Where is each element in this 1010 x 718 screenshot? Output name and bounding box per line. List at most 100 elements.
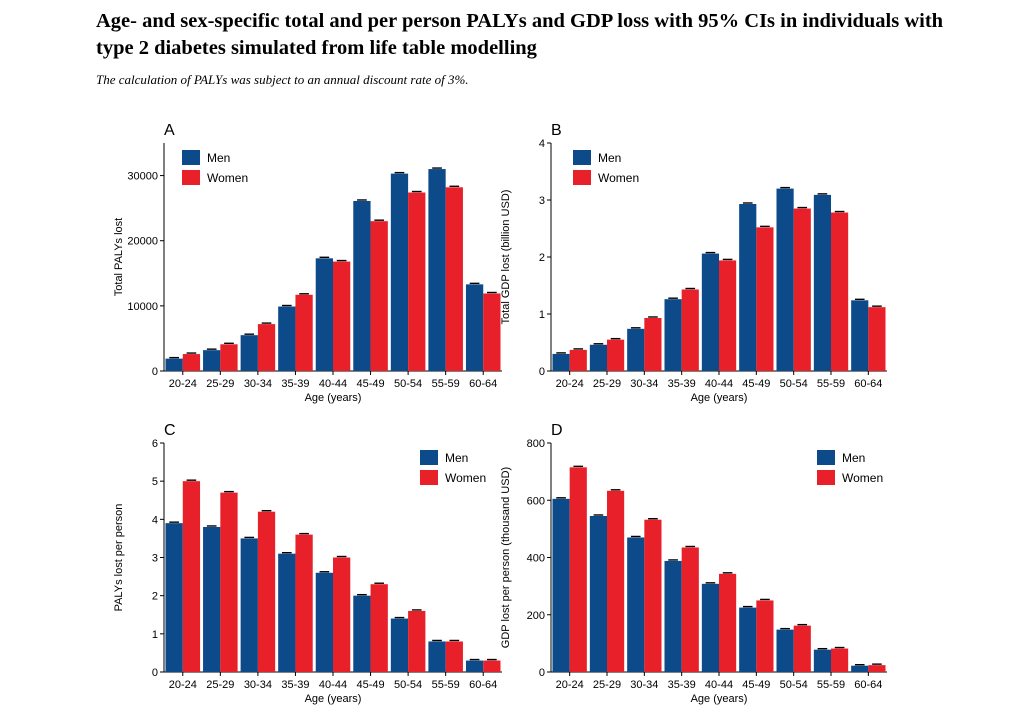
y-tick-label: 20000 (127, 236, 158, 248)
y-tick-label: 1 (152, 629, 158, 641)
bar-women (408, 610, 426, 672)
bar-women (333, 557, 351, 672)
x-tick-label: 20-24 (556, 378, 584, 390)
x-tick-label: 40-44 (705, 679, 733, 691)
x-axis-title: Age (years) (691, 693, 748, 705)
bar-women (756, 600, 774, 672)
x-tick-label: 55-59 (817, 378, 845, 390)
bar-women (257, 324, 276, 371)
bar-men (465, 284, 484, 371)
bar-women (370, 221, 388, 371)
bar-women (569, 467, 587, 672)
x-tick-label: 25-29 (593, 679, 621, 691)
x-tick-label: 20-24 (169, 378, 197, 390)
panel-label: B (551, 122, 562, 139)
x-axis-title: Age (years) (305, 693, 362, 705)
bar-men (552, 353, 570, 371)
bar-women (445, 641, 463, 672)
y-tick-label: 200 (527, 610, 545, 622)
bar-men (739, 607, 757, 672)
x-tick-label: 25-29 (206, 679, 234, 691)
legend-label-men: Men (207, 151, 230, 165)
bar-men (851, 300, 869, 371)
bar-women (756, 227, 774, 371)
x-tick-label: 40-44 (705, 378, 733, 390)
x-tick-label: 30-34 (244, 378, 272, 390)
legend-label-men: Men (598, 151, 621, 165)
bar-women (868, 307, 886, 371)
bar-men (278, 553, 296, 672)
bar-men (353, 595, 371, 672)
legend-label-men: Men (842, 451, 865, 465)
x-tick-label: 50-54 (394, 378, 422, 390)
legend-label-women: Women (598, 171, 639, 185)
bar-men (776, 188, 794, 371)
bar-women (333, 261, 351, 371)
bar-women (793, 625, 811, 672)
y-tick-label: 0 (539, 667, 545, 679)
y-tick-label: 0 (539, 366, 545, 378)
y-axis-title: Total GDP lost (billion USD) (500, 190, 512, 325)
bar-men (589, 344, 607, 371)
bar-women (793, 208, 811, 371)
x-tick-label: 30-34 (244, 679, 272, 691)
bar-men (701, 253, 719, 371)
legend-label-women: Women (207, 171, 248, 185)
x-tick-label: 60-64 (854, 679, 882, 691)
figure-subtitle: The calculation of PALYs was subject to … (96, 72, 469, 87)
bar-women (220, 344, 238, 371)
y-tick-label: 5 (152, 476, 158, 488)
bar-men (278, 306, 296, 371)
bar-women (681, 547, 699, 672)
x-tick-label: 50-54 (780, 679, 808, 691)
y-tick-label: 400 (527, 553, 545, 565)
bar-men (776, 629, 794, 672)
bar-men (315, 258, 333, 371)
x-tick-label: 20-24 (556, 679, 584, 691)
chart-panel-d: D 0 200 400 600 800 20-24 25-29 30-34 35-39 40-44 4… (500, 422, 887, 705)
bar-men (851, 665, 869, 672)
bar-women (644, 317, 662, 371)
bar-women (607, 339, 625, 371)
bar-women (483, 293, 501, 371)
bar-women (445, 187, 463, 371)
bar-women (370, 584, 388, 672)
bar-men (627, 537, 645, 672)
x-tick-label: 60-64 (469, 378, 497, 390)
legend-label-men: Men (445, 451, 468, 465)
x-tick-label: 60-64 (469, 679, 497, 691)
legend-label-women: Women (842, 471, 883, 485)
x-axis-title: Age (years) (691, 392, 748, 404)
bar-men (664, 299, 682, 371)
bar-women (607, 490, 625, 672)
y-tick-label: 0 (152, 366, 158, 378)
bar-women (257, 511, 276, 672)
y-tick-label: 10000 (127, 301, 158, 313)
x-tick-label: 50-54 (394, 679, 422, 691)
legend-swatch-women (573, 170, 591, 185)
bar-men (240, 335, 258, 371)
bar-men (315, 572, 333, 672)
bar-women (569, 349, 587, 371)
legend-swatch-men (182, 150, 200, 165)
bar-men (664, 560, 682, 672)
bar-men (390, 173, 409, 371)
y-axis-title: PALYs lost per person (113, 504, 125, 612)
chart-panel-b: B 0 1 2 3 4 20-24 25-29 30-34 35-39 40-44 45-49 50-5… (500, 122, 887, 404)
bar-women (220, 492, 238, 672)
bar-men (589, 515, 607, 672)
x-tick-label: 25-29 (593, 378, 621, 390)
bar-women (681, 289, 699, 371)
legend-swatch-women (817, 470, 835, 485)
y-axis-title: Total PALYs lost (113, 218, 125, 296)
bar-men (813, 194, 831, 371)
bar-men (627, 328, 645, 371)
y-tick-label: 0 (152, 667, 158, 679)
x-tick-label: 25-29 (206, 378, 234, 390)
bar-women (719, 573, 737, 672)
y-axis-title: GDP lost per person (thousand USD) (500, 467, 512, 648)
bar-men (428, 641, 446, 672)
x-tick-label: 35-39 (281, 378, 309, 390)
bar-men (165, 358, 183, 371)
bar-women (644, 519, 662, 672)
